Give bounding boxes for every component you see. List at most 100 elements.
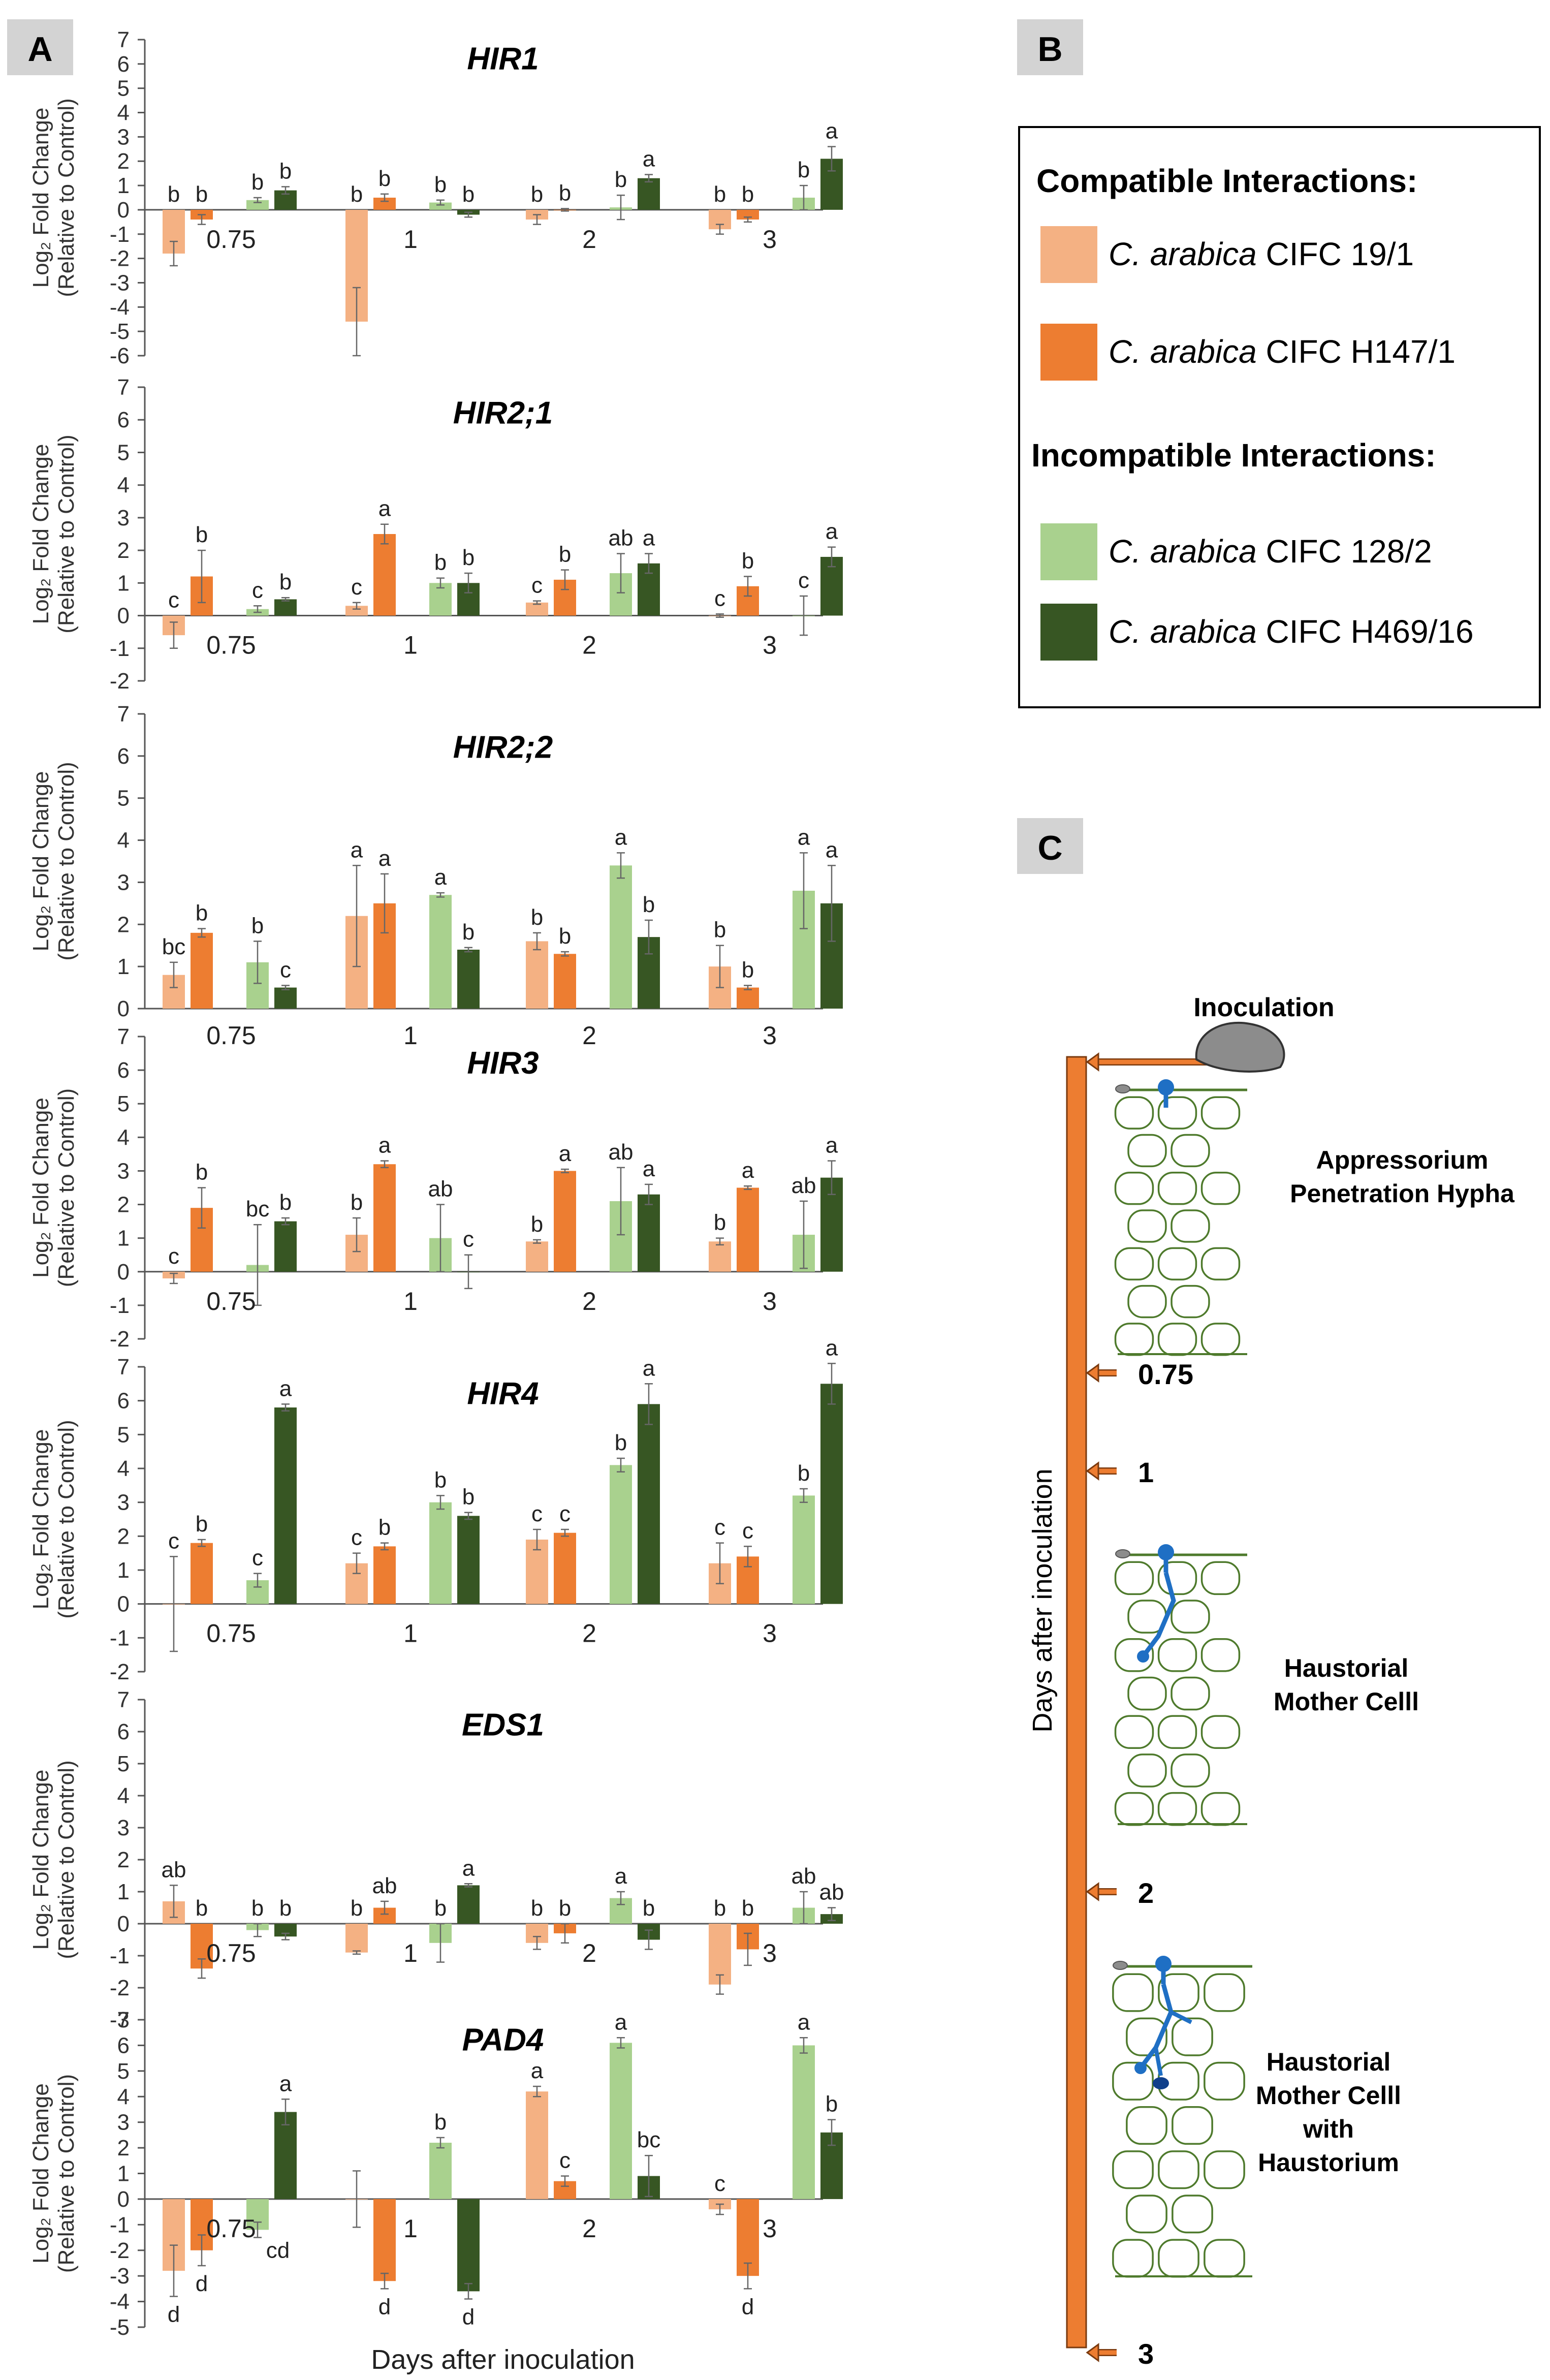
y-tick-label: 4 — [117, 101, 130, 126]
y-tick-label: -1 — [110, 1293, 130, 1318]
significance-letter: c — [351, 1525, 362, 1550]
y-tick-label: -5 — [110, 319, 130, 344]
y-tick-label: 6 — [117, 52, 130, 77]
significance-letter: ab — [372, 1873, 397, 1898]
significance-letter: b — [559, 542, 571, 567]
significance-letter: b — [559, 1896, 571, 1921]
bar-1-2 — [429, 202, 452, 210]
significance-letter: b — [434, 2110, 447, 2135]
x-category-label: 2 — [582, 631, 596, 660]
x-category-label: 1 — [403, 1939, 418, 1967]
chart-title: HIR4 — [467, 1376, 539, 1411]
legend-label: C. arabica CIFC 128/2 — [1109, 533, 1432, 570]
chart-hir2-2: 0 1 2 3 4 5 6 7 Log₂ Fold Change (Relative to Con… — [28, 702, 843, 1050]
y-tick-label: 1 — [117, 571, 130, 596]
legend-label: C. arabica CIFC H469/16 — [1109, 613, 1474, 650]
significance-letter: c — [559, 2148, 571, 2173]
significance-letter: b — [714, 1210, 726, 1235]
plant-cell — [1126, 2195, 1167, 2234]
y-axis-label: Log₂ Fold Change — [28, 444, 53, 624]
plant-cell — [1171, 1600, 1210, 1634]
significance-letter: b — [196, 1896, 208, 1921]
significance-letter: b — [643, 1896, 655, 1921]
bar-2-3 — [638, 1194, 660, 1272]
arrow-head — [1086, 1461, 1099, 1481]
y-tick-label: 1 — [117, 1226, 130, 1251]
legend-entry-1: C. arabica CIFC 19/1 — [1040, 226, 1414, 283]
y-axis-label: Log₂ Fold Change — [28, 771, 53, 952]
y-tick-label: 4 — [117, 1783, 130, 1808]
x-category-label: 3 — [763, 2214, 777, 2243]
intercellular-hypha — [1138, 1983, 1174, 2070]
bar-2-1 — [554, 954, 576, 1009]
plant-cell — [1200, 1792, 1241, 1826]
plant-cell — [1204, 2150, 1245, 2189]
x-category-label: 0.75 — [206, 1287, 256, 1316]
significance-letter: b — [742, 548, 754, 573]
significance-letter: b — [643, 892, 655, 917]
significance-letter: c — [252, 1546, 263, 1571]
chart-title: HIR2;1 — [453, 395, 553, 430]
significance-letter: b — [196, 1160, 208, 1185]
significance-letter: b — [434, 550, 447, 575]
y-axis-label: Log₂ Fold Change — [28, 1770, 53, 1950]
y-axis-label-sub: (Relative to Control) — [54, 2074, 79, 2273]
significance-letter: a — [559, 1141, 572, 1166]
significance-letter: cd — [266, 2238, 290, 2263]
significance-letter: d — [378, 2294, 391, 2319]
plant-cell — [1112, 2150, 1154, 2189]
time-tick-label: 2 — [1138, 1877, 1154, 1909]
bar-1-1 — [373, 2199, 396, 2281]
significance-letter: b — [559, 181, 571, 206]
significance-letter: b — [462, 920, 475, 945]
diagram-axis-label: Days after inoculation — [1027, 1468, 1058, 1732]
significance-letter: c — [742, 1518, 753, 1543]
x-category-label: 3 — [763, 225, 777, 254]
x-category-label: 1 — [403, 1619, 418, 1648]
arrow-head — [1086, 1363, 1099, 1383]
urediniospore — [1115, 1084, 1130, 1093]
y-tick-label: -1 — [110, 1944, 130, 1968]
significance-letter: b — [351, 182, 363, 207]
y-tick-label: 3 — [117, 2110, 130, 2135]
plant-cell — [1158, 1973, 1199, 2012]
y-tick-label: 5 — [117, 1751, 130, 1776]
y-tick-label: 6 — [117, 744, 130, 769]
significance-letter: a — [378, 846, 391, 871]
significance-letter: c — [252, 578, 263, 603]
legend-entry-3: C. arabica CIFC 128/2 — [1040, 523, 1432, 580]
y-tick-label: -3 — [110, 270, 130, 295]
significance-letter: b — [742, 1896, 754, 1921]
y-tick-label: -2 — [110, 2238, 130, 2263]
significance-letter: b — [531, 905, 543, 930]
bar-2-3 — [638, 178, 660, 210]
haustorium — [1153, 2077, 1169, 2089]
plant-cell — [1157, 1792, 1197, 1826]
tissue-stage-1 — [1114, 1079, 1247, 1356]
bar-2-1 — [554, 1532, 576, 1604]
significance-letter: b — [615, 1430, 627, 1455]
y-tick-label: 1 — [117, 2162, 130, 2186]
y-tick-label: 1 — [117, 173, 130, 198]
bar-1-3 — [457, 2199, 480, 2292]
stage-label-haustorium: Haustorial Mother Celll with Haustorium — [1256, 2048, 1401, 2177]
x-category-label: 0.75 — [206, 631, 256, 660]
significance-letter: a — [826, 837, 838, 862]
chart-hir4: -2 -1 0 1 2 3 4 5 6 7 Log₂ Fold Change (Relative to… — [28, 1335, 843, 1684]
x-category-label: 0.75 — [206, 1619, 256, 1648]
infection-timeline-diagram: 0.75 1 2 3 Inoculation Days after inoculation… — [1027, 993, 1515, 2370]
plant-cell — [1126, 2017, 1167, 2056]
legend-swatch — [1040, 523, 1097, 580]
y-tick-label: -5 — [110, 2315, 130, 2340]
y-tick-label: 4 — [117, 473, 130, 498]
svg-text:C: C — [1037, 829, 1062, 867]
panel-label-c: C — [1017, 818, 1083, 874]
y-tick-label: 3 — [117, 124, 130, 149]
y-tick-label: -1 — [110, 222, 130, 247]
significance-letter: c — [351, 575, 362, 600]
significance-letter: b — [279, 159, 292, 183]
arrow-head — [1086, 1052, 1099, 1072]
